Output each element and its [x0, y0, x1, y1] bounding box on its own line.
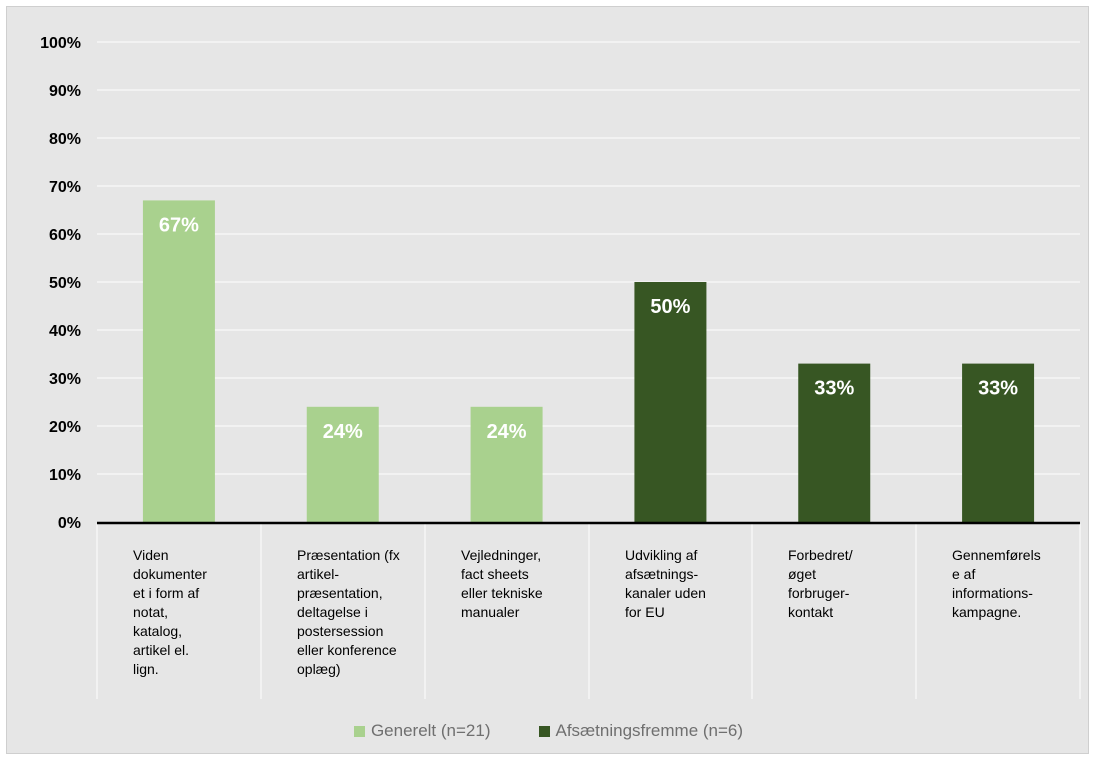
category-label-line: øget: [788, 566, 816, 582]
category-label-line: oplæg): [297, 661, 341, 677]
category-label-line: dokumenter: [133, 566, 207, 582]
bar-value-label: 67%: [159, 214, 199, 236]
category-label-line: manualer: [461, 604, 520, 620]
legend-label-generelt: Generelt (n=21): [370, 721, 491, 740]
bar: [634, 282, 707, 522]
category-label-line: lign.: [133, 661, 159, 677]
bar-value-label: 24%: [323, 421, 363, 443]
category-label-line: et i form af: [133, 585, 199, 601]
category-label: Gennemførels e af informations-kampagne.: [952, 547, 1041, 620]
category-label-line: kanaler uden: [625, 585, 706, 601]
legend: Generelt (n=21) Afsætningsfremme (n=6): [7, 721, 1090, 741]
category-label-line: informations-: [952, 585, 1033, 601]
category-label-line: Udvikling af: [625, 547, 697, 563]
category-label-line: præsentation,: [297, 585, 383, 601]
y-tick-label: 70%: [49, 179, 81, 196]
bar-value-label: 50%: [650, 296, 690, 318]
y-tick-label: 100%: [40, 35, 81, 52]
category-label: Udvikling af afsætnings-kanaler uden for E…: [625, 547, 706, 620]
category-label-line: Vejledninger,: [461, 547, 541, 563]
category-label-line: for EU: [625, 604, 665, 620]
bar: [306, 406, 379, 522]
bar: [962, 363, 1035, 522]
legend-swatch-generelt: [353, 725, 365, 737]
category-label-line: katalog,: [133, 623, 182, 639]
y-tick-label: 0%: [58, 515, 81, 532]
category-label-line: afsætnings-: [625, 566, 698, 582]
bar: [798, 363, 871, 522]
legend-item-generelt: Generelt (n=21): [353, 721, 491, 741]
category-label: Forbedret/øget forbruger-kontakt: [788, 547, 853, 620]
bar-value-label: 33%: [978, 378, 1018, 400]
category-label: Præsentation (fx artikel-præsentation, del…: [297, 547, 400, 677]
category-label-line: eller konference: [297, 642, 397, 658]
bar: [470, 406, 543, 522]
legend-swatch-afsaetningsfremme: [538, 725, 550, 737]
category-label-line: Viden: [133, 547, 169, 563]
category-label: Viden dokumenter et i form af notat, katalog…: [133, 547, 207, 677]
category-label-line: postersession: [297, 623, 383, 639]
bar-value-label: 33%: [814, 378, 854, 400]
y-tick-label: 50%: [49, 275, 81, 292]
category-label-line: Præsentation (fx: [297, 547, 400, 563]
y-tick-label: 80%: [49, 131, 81, 148]
y-tick-label: 60%: [49, 227, 81, 244]
category-label-line: Forbedret/: [788, 547, 853, 563]
category-label-line: forbruger-: [788, 585, 850, 601]
bar-chart: 0% 10% 20% 30% 40% 50% 60% 70% 80% 90% 100% 67% 24% 2…: [40, 35, 1081, 699]
category-label-line: kampagne.: [952, 604, 1021, 620]
category-label-line: artikel el.: [133, 642, 189, 658]
chart-frame: 0% 10% 20% 30% 40% 50% 60% 70% 80% 90% 100% 67% 24% 2…: [6, 6, 1089, 754]
legend-label-afsaetningsfremme: Afsætningsfremme (n=6): [555, 721, 744, 740]
category-label-line: fact sheets: [461, 566, 529, 582]
category-label: Vejledninger, fact sheets eller tekniske ma…: [461, 547, 543, 620]
category-label-line: artikel-: [297, 566, 339, 582]
y-tick-label: 40%: [49, 323, 81, 340]
category-label-line: kontakt: [788, 604, 833, 620]
legend-item-afsaetningsfremme: Afsætningsfremme (n=6): [538, 721, 744, 741]
bar-value-label: 24%: [487, 421, 527, 443]
y-tick-label: 10%: [49, 467, 81, 484]
category-label-line: e af: [952, 566, 975, 582]
y-tick-label: 30%: [49, 371, 81, 388]
category-label-line: notat,: [133, 604, 168, 620]
y-tick-label: 20%: [49, 419, 81, 436]
category-label-line: Gennemførels: [952, 547, 1041, 563]
category-label-line: eller tekniske: [461, 585, 543, 601]
category-label-line: deltagelse i: [297, 604, 368, 620]
bar: [142, 200, 215, 522]
y-tick-label: 90%: [49, 83, 81, 100]
